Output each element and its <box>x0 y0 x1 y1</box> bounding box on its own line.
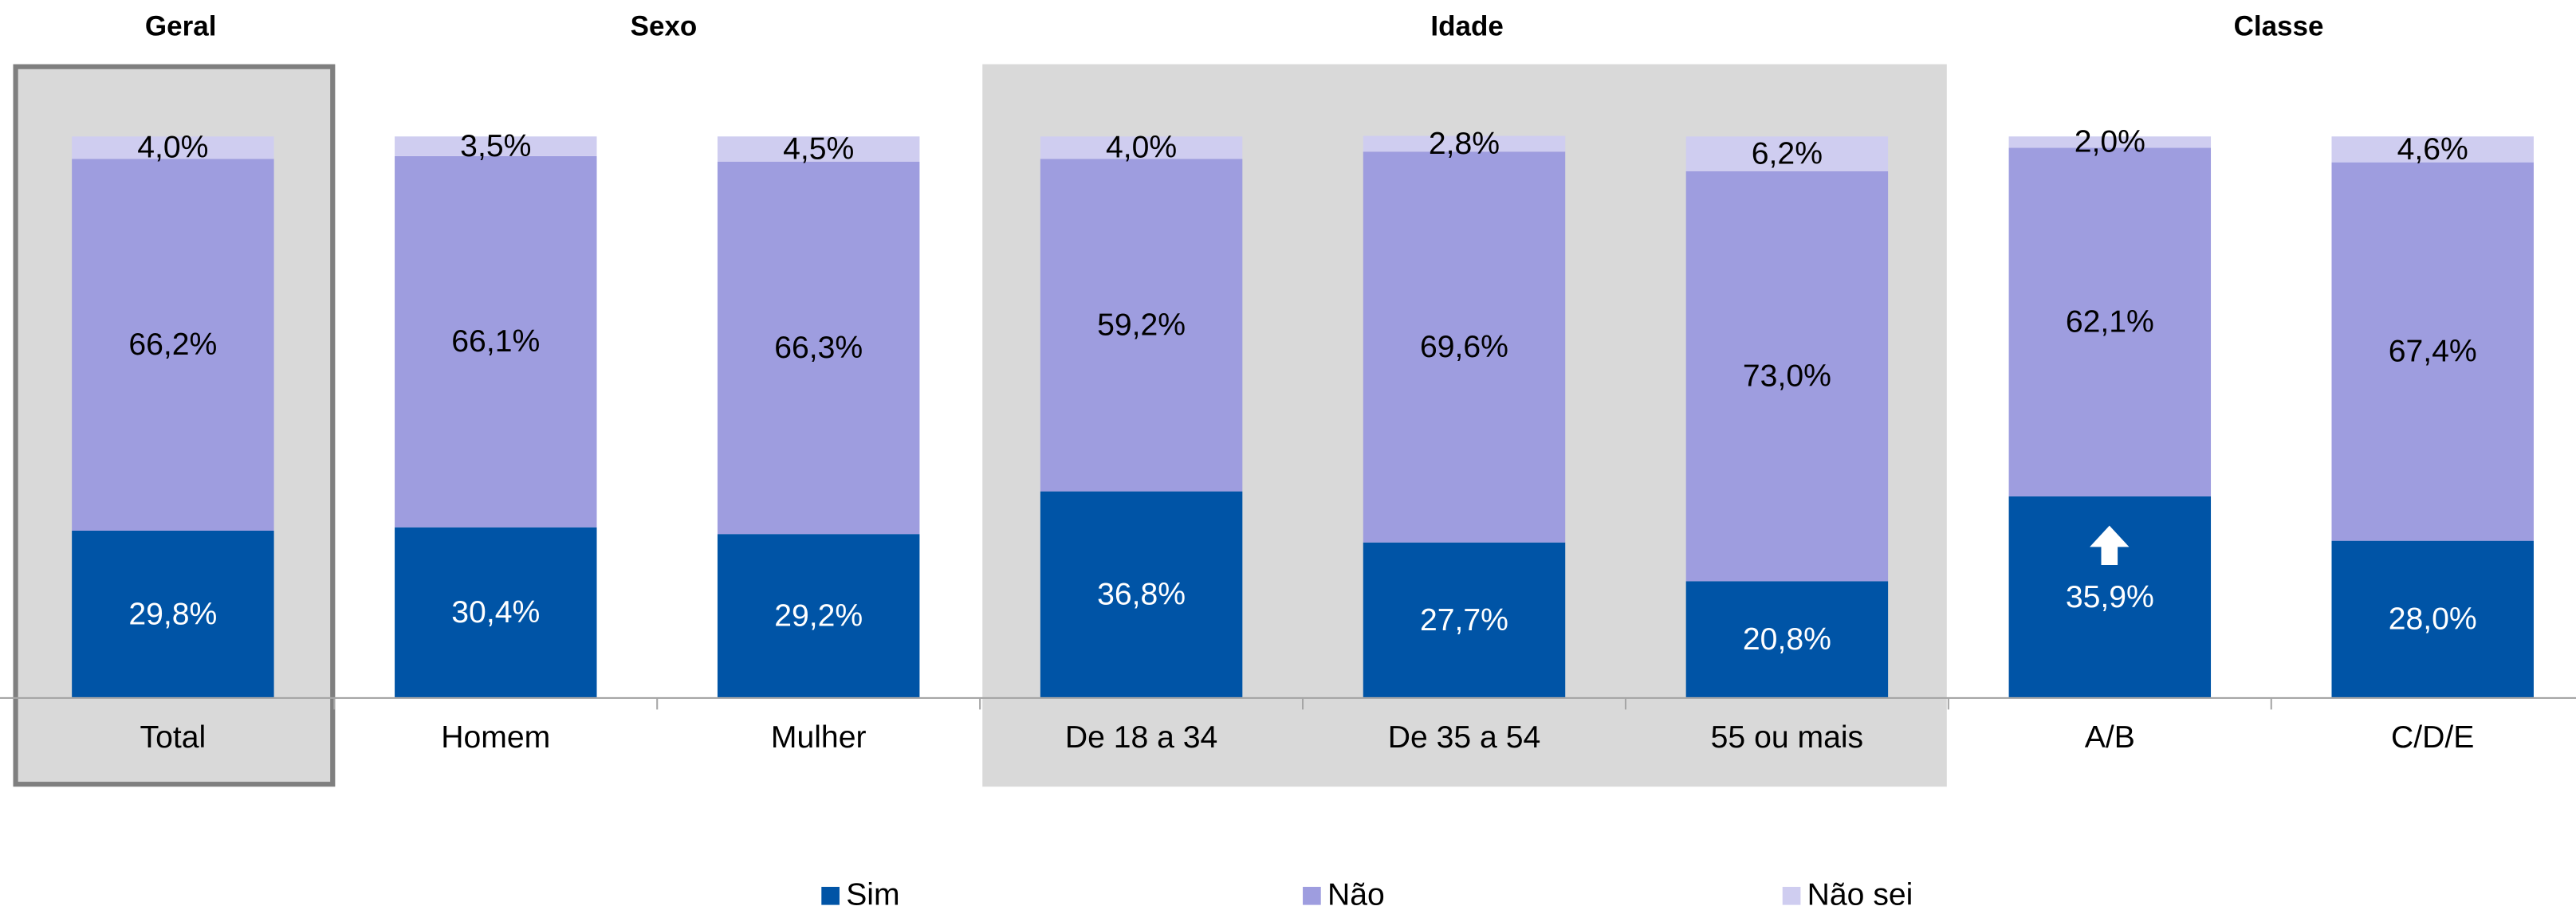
axis-ticks <box>333 697 2272 710</box>
legend-swatch <box>1303 886 1321 905</box>
value-label: 35,9% <box>2066 580 2154 614</box>
group-header: Geral <box>145 10 217 41</box>
bar-segment <box>1363 542 1566 698</box>
value-label: 3,5% <box>460 129 531 163</box>
value-label: 4,0% <box>1106 131 1177 165</box>
legend: Sim Não Não sei <box>821 878 1913 910</box>
value-label: 4,5% <box>783 132 854 167</box>
value-label: 66,3% <box>774 331 863 365</box>
bar-segment <box>72 530 274 698</box>
bar-segment <box>395 527 597 698</box>
value-label: 20,8% <box>1743 622 1831 657</box>
bars: 29,8% 66,2% 4,0% Total 30,4% 66,1% 3,5% Homem 29… <box>72 125 2534 755</box>
value-label: 66,2% <box>128 328 217 362</box>
bar-segment <box>2331 136 2534 163</box>
value-label: 27,7% <box>1420 603 1508 637</box>
value-label: 2,8% <box>1429 127 1500 161</box>
bar-segment <box>72 136 274 159</box>
bar-segment <box>1685 136 1889 171</box>
bar-segment <box>1685 171 1889 582</box>
legend-label: Não <box>1327 878 1385 910</box>
x-tick-label: Mulher <box>771 720 867 755</box>
up-arrow-icon <box>2090 525 2130 566</box>
x-tick-label: De 35 a 54 <box>1388 720 1541 755</box>
value-label: 2,0% <box>2075 125 2145 159</box>
legend-label: Sim <box>846 878 899 910</box>
bar-segment <box>1040 491 1243 698</box>
value-label: 66,1% <box>451 324 540 359</box>
legend-label: Não sei <box>1807 878 1913 910</box>
bar-segment <box>1040 136 1243 159</box>
x-tick-label: A/B <box>2085 720 2135 755</box>
bar-segment <box>1363 151 1566 543</box>
bar-segment <box>2008 136 2212 148</box>
bar-segment <box>717 161 920 535</box>
value-label: 29,8% <box>128 597 217 631</box>
x-tick-label: Total <box>140 720 206 755</box>
bar-segment <box>717 534 920 698</box>
value-label: 36,8% <box>1097 578 1186 612</box>
x-tick-label: Homem <box>441 720 550 755</box>
value-label: 62,1% <box>2066 305 2154 339</box>
bar-segment <box>2331 162 2534 541</box>
value-label: 6,2% <box>1752 136 1823 171</box>
legend-swatch <box>1782 886 1801 905</box>
bar-segment <box>395 136 597 156</box>
x-tick-label: De 18 a 34 <box>1065 720 1218 755</box>
bar-segment <box>2008 147 2212 496</box>
value-label: 30,4% <box>451 595 540 630</box>
group-header: Idade <box>1430 10 1503 41</box>
bar-segment <box>1363 135 1566 152</box>
value-label: 67,4% <box>2389 335 2477 369</box>
bar-segment <box>2331 540 2534 698</box>
bar-segment <box>395 155 597 528</box>
x-tick-label: 55 ou mais <box>1711 720 1863 755</box>
bar-segment <box>72 159 274 531</box>
bar-segment <box>1040 159 1243 492</box>
value-label: 4,6% <box>2397 132 2468 167</box>
value-label: 28,0% <box>2389 602 2477 637</box>
bar-segment <box>717 136 920 162</box>
value-label: 4,0% <box>137 131 208 165</box>
legend-swatch <box>821 886 840 905</box>
group-header: Sexo <box>631 10 698 41</box>
value-label: 59,2% <box>1097 308 1186 342</box>
value-label: 73,0% <box>1743 359 1831 394</box>
group-header: Classe <box>2234 10 2324 41</box>
value-label: 29,2% <box>774 598 863 633</box>
value-label: 69,6% <box>1420 330 1508 364</box>
x-tick-label: C/D/E <box>2391 720 2474 755</box>
bar-segment <box>1685 581 1889 698</box>
